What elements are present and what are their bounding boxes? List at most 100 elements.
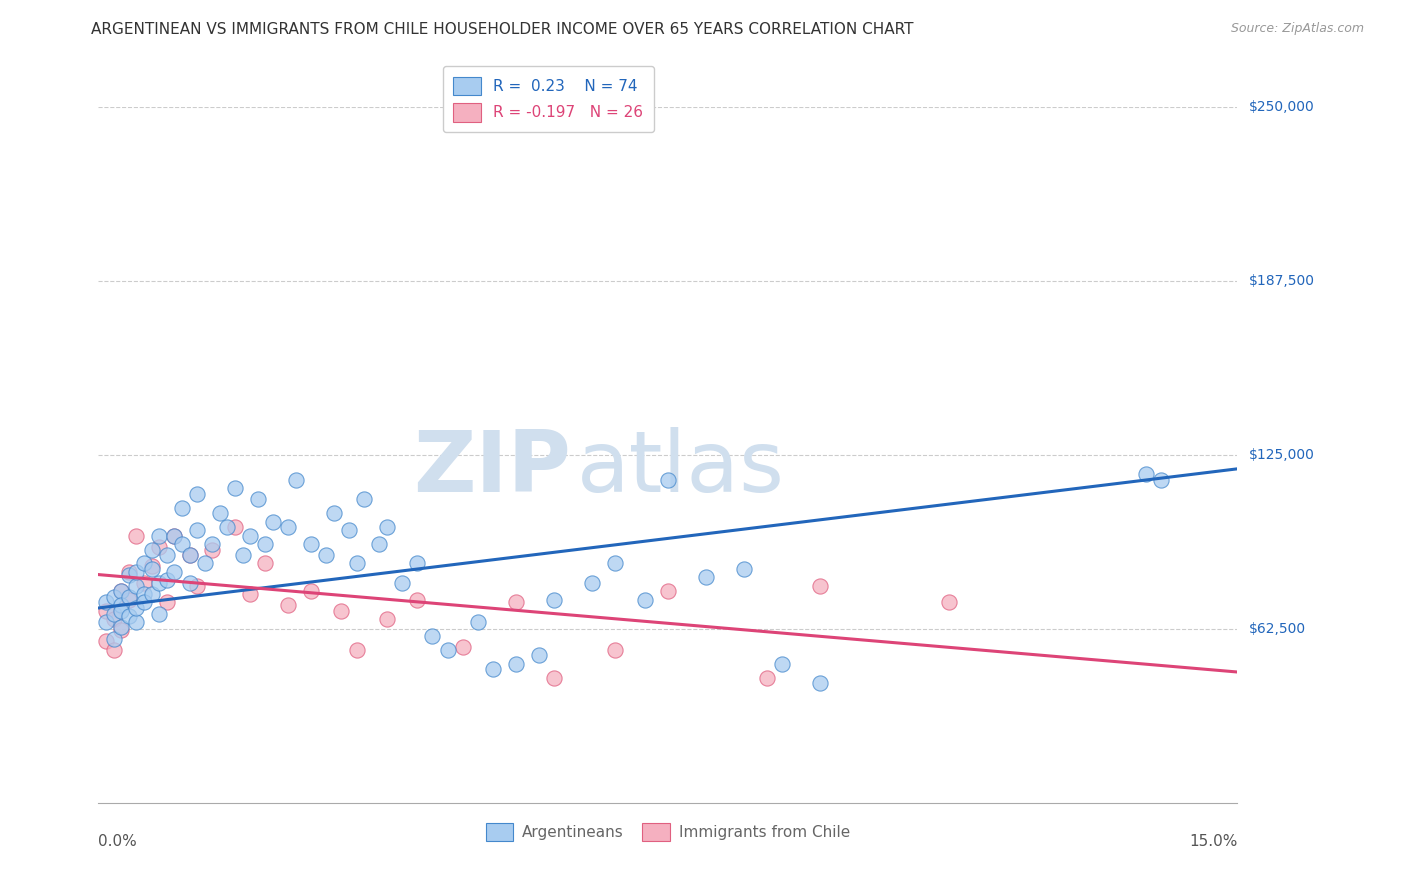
Point bbox=[451, 640, 474, 654]
Point bbox=[436, 642, 458, 657]
Point bbox=[118, 609, 141, 624]
Point bbox=[603, 557, 626, 571]
Point bbox=[94, 604, 117, 618]
Point bbox=[110, 620, 132, 634]
Text: atlas: atlas bbox=[576, 427, 785, 510]
Point bbox=[103, 612, 125, 626]
Point bbox=[239, 528, 262, 542]
Point bbox=[141, 562, 163, 576]
Point bbox=[141, 587, 163, 601]
Point bbox=[118, 565, 141, 579]
Point bbox=[482, 662, 505, 676]
Point bbox=[125, 615, 148, 629]
Point bbox=[118, 590, 141, 604]
Point bbox=[110, 598, 132, 612]
Point bbox=[103, 607, 125, 621]
Point bbox=[224, 481, 246, 495]
Point bbox=[110, 624, 132, 638]
Point bbox=[353, 492, 375, 507]
Point bbox=[217, 520, 239, 534]
Point bbox=[163, 565, 186, 579]
Text: ZIP: ZIP bbox=[413, 427, 571, 510]
Point bbox=[125, 601, 148, 615]
Point bbox=[132, 557, 155, 571]
Point bbox=[406, 592, 429, 607]
Point bbox=[186, 579, 208, 593]
Point bbox=[254, 537, 277, 551]
Point bbox=[179, 548, 201, 562]
Point bbox=[603, 642, 626, 657]
Point bbox=[179, 576, 201, 591]
Point bbox=[94, 615, 117, 629]
Point bbox=[179, 548, 201, 562]
Point bbox=[262, 515, 284, 529]
Point bbox=[254, 557, 277, 571]
Point bbox=[467, 615, 489, 629]
Point bbox=[110, 584, 132, 599]
Point bbox=[505, 657, 527, 671]
Text: 15.0%: 15.0% bbox=[1189, 834, 1237, 849]
Point bbox=[527, 648, 550, 663]
Point bbox=[156, 573, 179, 587]
Point bbox=[201, 537, 224, 551]
Point bbox=[156, 595, 179, 609]
Point bbox=[208, 507, 231, 521]
Point bbox=[337, 523, 360, 537]
Text: $62,500: $62,500 bbox=[1249, 622, 1306, 636]
Point bbox=[277, 598, 299, 612]
Point bbox=[733, 562, 755, 576]
Point bbox=[125, 579, 148, 593]
Point bbox=[938, 595, 960, 609]
Point bbox=[141, 542, 163, 557]
Point bbox=[103, 642, 125, 657]
Point bbox=[330, 604, 353, 618]
Point bbox=[194, 557, 217, 571]
Point bbox=[808, 676, 831, 690]
Text: 0.0%: 0.0% bbox=[98, 834, 138, 849]
Point bbox=[125, 565, 148, 579]
Point bbox=[94, 595, 117, 609]
Point bbox=[118, 567, 141, 582]
Point bbox=[1150, 473, 1173, 487]
Point bbox=[186, 487, 208, 501]
Point bbox=[375, 612, 398, 626]
Point bbox=[94, 634, 117, 648]
Point bbox=[299, 584, 322, 599]
Point bbox=[125, 528, 148, 542]
Text: Source: ZipAtlas.com: Source: ZipAtlas.com bbox=[1230, 22, 1364, 36]
Point bbox=[132, 576, 155, 591]
Point bbox=[224, 520, 246, 534]
Text: $187,500: $187,500 bbox=[1249, 274, 1315, 288]
Point bbox=[232, 548, 254, 562]
Point bbox=[132, 595, 155, 609]
Point bbox=[422, 629, 444, 643]
Point bbox=[657, 473, 679, 487]
Point bbox=[246, 492, 269, 507]
Point bbox=[170, 500, 193, 515]
Point bbox=[148, 607, 170, 621]
Legend: Argentineans, Immigrants from Chile: Argentineans, Immigrants from Chile bbox=[479, 816, 856, 847]
Point bbox=[755, 671, 778, 685]
Point bbox=[148, 540, 170, 554]
Point bbox=[141, 559, 163, 574]
Point bbox=[543, 592, 565, 607]
Point bbox=[156, 548, 179, 562]
Point bbox=[368, 537, 391, 551]
Point bbox=[201, 542, 224, 557]
Point bbox=[277, 520, 299, 534]
Point bbox=[103, 590, 125, 604]
Point bbox=[163, 528, 186, 542]
Point bbox=[346, 557, 368, 571]
Point bbox=[695, 570, 717, 584]
Point bbox=[375, 520, 398, 534]
Point bbox=[770, 657, 793, 671]
Point bbox=[1135, 467, 1157, 482]
Point bbox=[406, 557, 429, 571]
Point bbox=[186, 523, 208, 537]
Point bbox=[634, 592, 657, 607]
Point bbox=[391, 576, 413, 591]
Point bbox=[118, 592, 141, 607]
Point bbox=[346, 642, 368, 657]
Point bbox=[132, 587, 155, 601]
Text: $250,000: $250,000 bbox=[1249, 100, 1315, 114]
